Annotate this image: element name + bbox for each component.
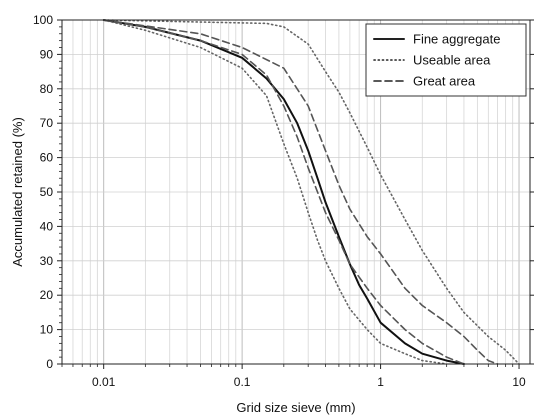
legend-label: Fine aggregate <box>413 32 500 47</box>
x-tick-label: 10 <box>512 375 526 389</box>
series-line-fine-aggregate <box>102 19 465 365</box>
x-axis-title: Grid size sieve (mm) <box>236 400 355 415</box>
x-tick-label: 0.1 <box>234 375 251 389</box>
y-tick-label: 20 <box>40 288 54 302</box>
legend: Fine aggregate Useable area Great area <box>365 23 527 97</box>
legend-label: Great area <box>413 74 476 89</box>
y-tick-label: 90 <box>40 47 54 61</box>
series-line-great-area-lower <box>102 19 465 365</box>
x-tick-label: 0.01 <box>92 375 116 389</box>
y-tick-label: 0 <box>46 357 53 371</box>
y-tick-label: 40 <box>40 219 54 233</box>
grid <box>61 19 530 365</box>
y-axis-title: Accumulated retained (%) <box>10 117 25 267</box>
y-tick-label: 10 <box>40 323 54 337</box>
y-tick-label: 80 <box>40 82 54 96</box>
y-tick-label: 30 <box>40 254 54 268</box>
legend-label: Useable area <box>413 53 491 68</box>
series-line-great-area <box>102 19 499 365</box>
y-tick-label: 100 <box>33 13 53 27</box>
series-group <box>102 19 520 365</box>
x-tick-label: 1 <box>377 375 384 389</box>
axes: 0 10 20 30 40 50 60 70 80 90 100 0.01 0.1 1 10 Grid siz… <box>10 13 534 415</box>
y-tick-label: 50 <box>40 185 54 199</box>
y-tick-label: 70 <box>40 116 54 130</box>
series-line-useable-area <box>102 19 448 365</box>
series-line-useable-area-upper <box>102 19 520 365</box>
y-tick-label: 60 <box>40 151 54 165</box>
